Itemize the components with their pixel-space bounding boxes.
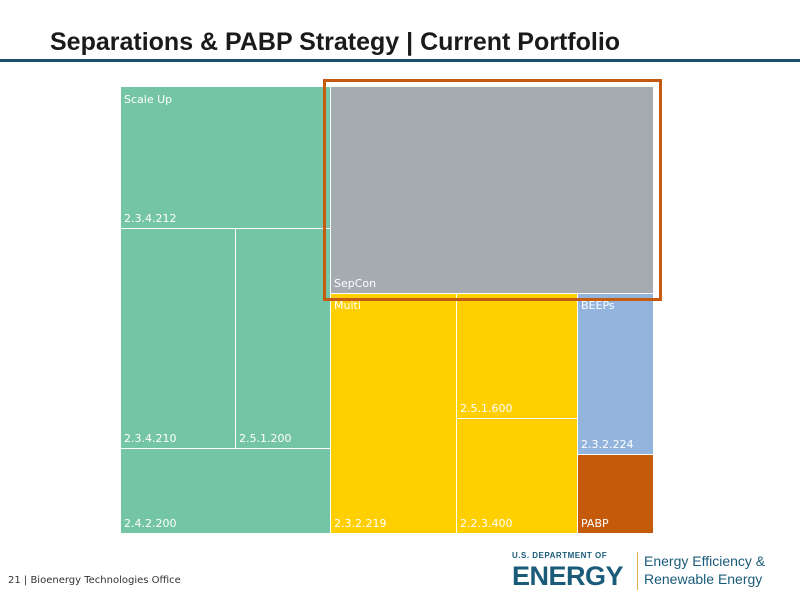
cell-2-3-4-210: 2.3.4.210 [120,228,236,449]
cell-2-3-2-224: BEEPs 2.3.2.224 [577,293,654,455]
cell-2-5-1-600: 2.5.1.600 [456,293,578,419]
cell-label: 2.5.1.600 [460,402,513,415]
logo-divider [637,552,638,590]
office-line1: Energy Efficiency & [644,553,766,569]
footer-text: 21 | Bioenergy Technologies Office [8,575,181,586]
cell-2-3-2-219: Multi 2.3.2.219 [330,293,457,534]
eere-logo: Energy Efficiency & Renewable Energy [644,552,765,588]
cell-2-3-4-212: Scale Up 2.3.4.212 [120,86,331,229]
cell-label: PABP [581,517,609,530]
cell-label: 2.3.2.224 [581,438,634,451]
group-label: Multi [334,299,361,312]
sepcon-highlight-box [323,79,662,301]
cell-pabp: PABP [577,454,654,534]
cell-label: 2.3.4.210 [124,432,177,445]
title-divider [0,59,800,62]
office-line2: Renewable Energy [644,571,763,587]
cell-2-5-1-200: 2.5.1.200 [235,228,331,449]
group-label: Scale Up [124,93,173,106]
cell-label: 2.2.3.400 [460,517,513,530]
cell-2-4-2-200: 2.4.2.200 [120,448,331,534]
cell-label: 2.3.4.212 [124,212,177,225]
cell-sepcon: SepCon [330,86,654,294]
cell-label: 2.3.2.219 [334,517,387,530]
cell-label: SepCon [334,277,377,290]
cell-2-2-3-400: 2.2.3.400 [456,418,578,534]
logo-name: ENERGY [512,561,624,591]
page-title: Separations & PABP Strategy | Current Po… [50,28,621,56]
group-label: BEEPs [581,299,615,312]
cell-label: 2.5.1.200 [239,432,292,445]
cell-label: 2.4.2.200 [124,517,177,530]
doe-logo: U.S. DEPARTMENT OF ENERGY [512,550,624,592]
logo-dept: U.S. DEPARTMENT OF [512,551,608,560]
